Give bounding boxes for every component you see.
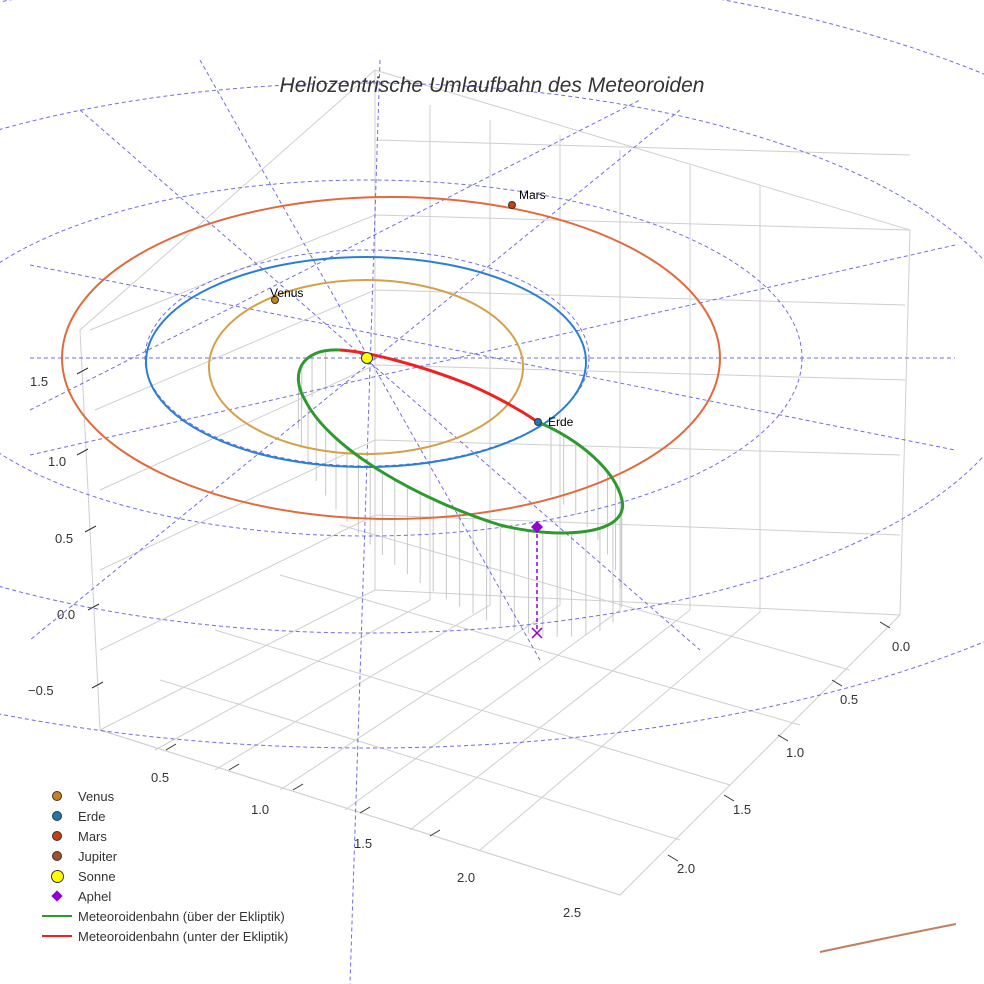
legend-label: Venus — [78, 788, 115, 804]
chart-title: Heliozentrische Umlaufbahn des Meteoroid… — [279, 74, 705, 97]
aphel-projection-marker — [531, 627, 543, 639]
legend-label: Sonne — [78, 868, 116, 884]
z-tick: 1.5 — [30, 374, 48, 389]
y-tick: 2.0 — [677, 861, 695, 876]
legend-item-meteoroid-above: Meteoroidenbahn (über der Ekliptik) — [36, 906, 288, 926]
projection-lines — [297, 350, 623, 637]
legend-item-venus: Venus — [36, 786, 288, 806]
z-tick: 0.0 — [57, 607, 75, 622]
red-line-legend-icon — [42, 935, 72, 937]
erde-marker — [534, 418, 542, 426]
legend-label: Jupiter — [78, 848, 118, 864]
green-line-legend-icon — [42, 915, 72, 917]
venus-legend-icon — [52, 791, 62, 801]
legend-item-erde: Erde — [36, 806, 288, 826]
legend-item-sonne: Sonne — [36, 866, 288, 886]
grid-ring — [0, 0, 984, 749]
y-tick: 1.5 — [733, 802, 751, 817]
legend-item-jupiter: Jupiter — [36, 846, 288, 866]
erde-label: Erde — [548, 415, 574, 429]
sonne-marker — [361, 352, 373, 364]
tick-marks — [76, 367, 891, 862]
erde-orbit — [145, 256, 587, 468]
x-tick: 1.0 — [251, 802, 269, 817]
axes-grid — [79, 69, 911, 896]
jupiter-legend-icon — [52, 851, 62, 861]
x-tick: 2.0 — [457, 870, 475, 885]
venus-marker — [271, 296, 279, 304]
z-tick: −0.5 — [28, 683, 54, 698]
erde-legend-icon — [52, 811, 62, 821]
venus-orbit — [208, 279, 524, 455]
aphel-marker — [531, 521, 543, 533]
mars-legend-icon — [52, 831, 62, 841]
legend-label: Meteoroidenbahn (über der Ekliptik) — [78, 908, 285, 924]
x-tick: 2.5 — [563, 905, 581, 920]
grid-ring — [0, 82, 984, 634]
z-tick: 0.5 — [55, 531, 73, 546]
legend: Venus Erde Mars Jupiter Sonne Aphel Mete… — [36, 786, 288, 946]
mars-orbit — [61, 196, 721, 520]
mars-label: Mars — [519, 188, 546, 202]
x-tick: 0.5 — [151, 770, 169, 785]
y-tick: 1.0 — [786, 745, 804, 760]
y-tick: 0.5 — [840, 692, 858, 707]
legend-label: Aphel — [78, 888, 112, 904]
legend-label: Mars — [78, 828, 107, 844]
z-tick: 1.0 — [48, 454, 66, 469]
venus-label: Venus — [270, 286, 303, 300]
legend-item-aphel: Aphel — [36, 886, 288, 906]
legend-item-meteoroid-below: Meteoroidenbahn (unter der Ekliptik) — [36, 926, 288, 946]
y-tick: 0.0 — [892, 639, 910, 654]
jupiter-orbit — [819, 923, 957, 953]
legend-label: Meteoroidenbahn (unter der Ekliptik) — [78, 928, 289, 944]
diamond-legend-icon — [51, 890, 63, 902]
mars-marker — [508, 201, 516, 209]
x-tick: 1.5 — [354, 836, 372, 851]
legend-label: Erde — [78, 808, 106, 824]
sonne-legend-icon — [50, 869, 64, 883]
legend-item-mars: Mars — [36, 826, 288, 846]
meteoroid-orbit-above — [296, 348, 624, 535]
